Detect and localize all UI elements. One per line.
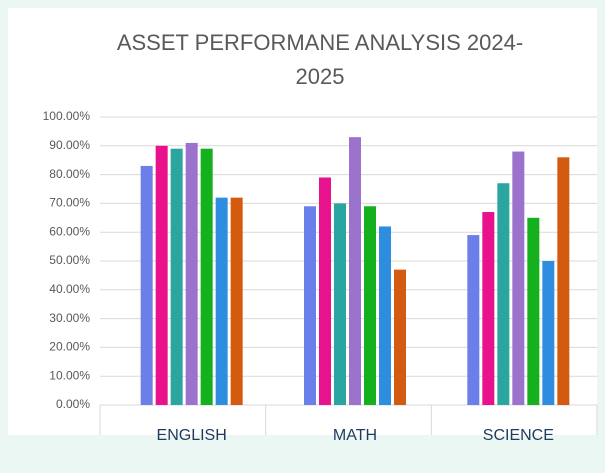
x-tick-label: ENGLISH xyxy=(157,427,227,444)
y-tick-label: 40.00% xyxy=(49,282,90,296)
bar xyxy=(497,183,510,405)
y-tick-label: 50.00% xyxy=(49,253,90,267)
y-tick-label: 20.00% xyxy=(49,340,90,354)
bar xyxy=(155,145,168,406)
bar xyxy=(319,177,331,405)
bar xyxy=(557,157,570,405)
bar xyxy=(394,269,406,405)
bar xyxy=(364,206,376,405)
bar xyxy=(527,217,540,405)
y-tick-label: 10.00% xyxy=(49,368,90,382)
y-tick-label: 100.00% xyxy=(43,109,91,123)
bar xyxy=(467,235,480,405)
bar xyxy=(379,226,391,405)
chart-title: ASSET PERFORMANE ANALYSIS 2024-2025 xyxy=(117,30,523,89)
x-tick-label: MATH xyxy=(333,427,377,444)
y-tick-label: 30.00% xyxy=(49,311,90,325)
bar xyxy=(140,165,153,405)
y-tick-label: 0.00% xyxy=(56,397,90,411)
y-tick-label: 70.00% xyxy=(49,196,90,210)
x-tick-label: SCIENCE xyxy=(483,427,554,444)
bar xyxy=(482,212,495,405)
bar xyxy=(200,148,213,405)
y-tick-label: 60.00% xyxy=(49,224,90,238)
bar xyxy=(215,197,228,405)
bar xyxy=(230,197,243,405)
bar xyxy=(170,148,183,405)
bar xyxy=(512,151,525,405)
bar xyxy=(334,203,346,405)
bar xyxy=(185,142,198,406)
y-tick-label: 80.00% xyxy=(49,167,90,181)
bar xyxy=(304,206,316,405)
bar xyxy=(542,261,555,405)
bar xyxy=(349,137,361,405)
y-tick-label: 90.00% xyxy=(49,138,90,152)
